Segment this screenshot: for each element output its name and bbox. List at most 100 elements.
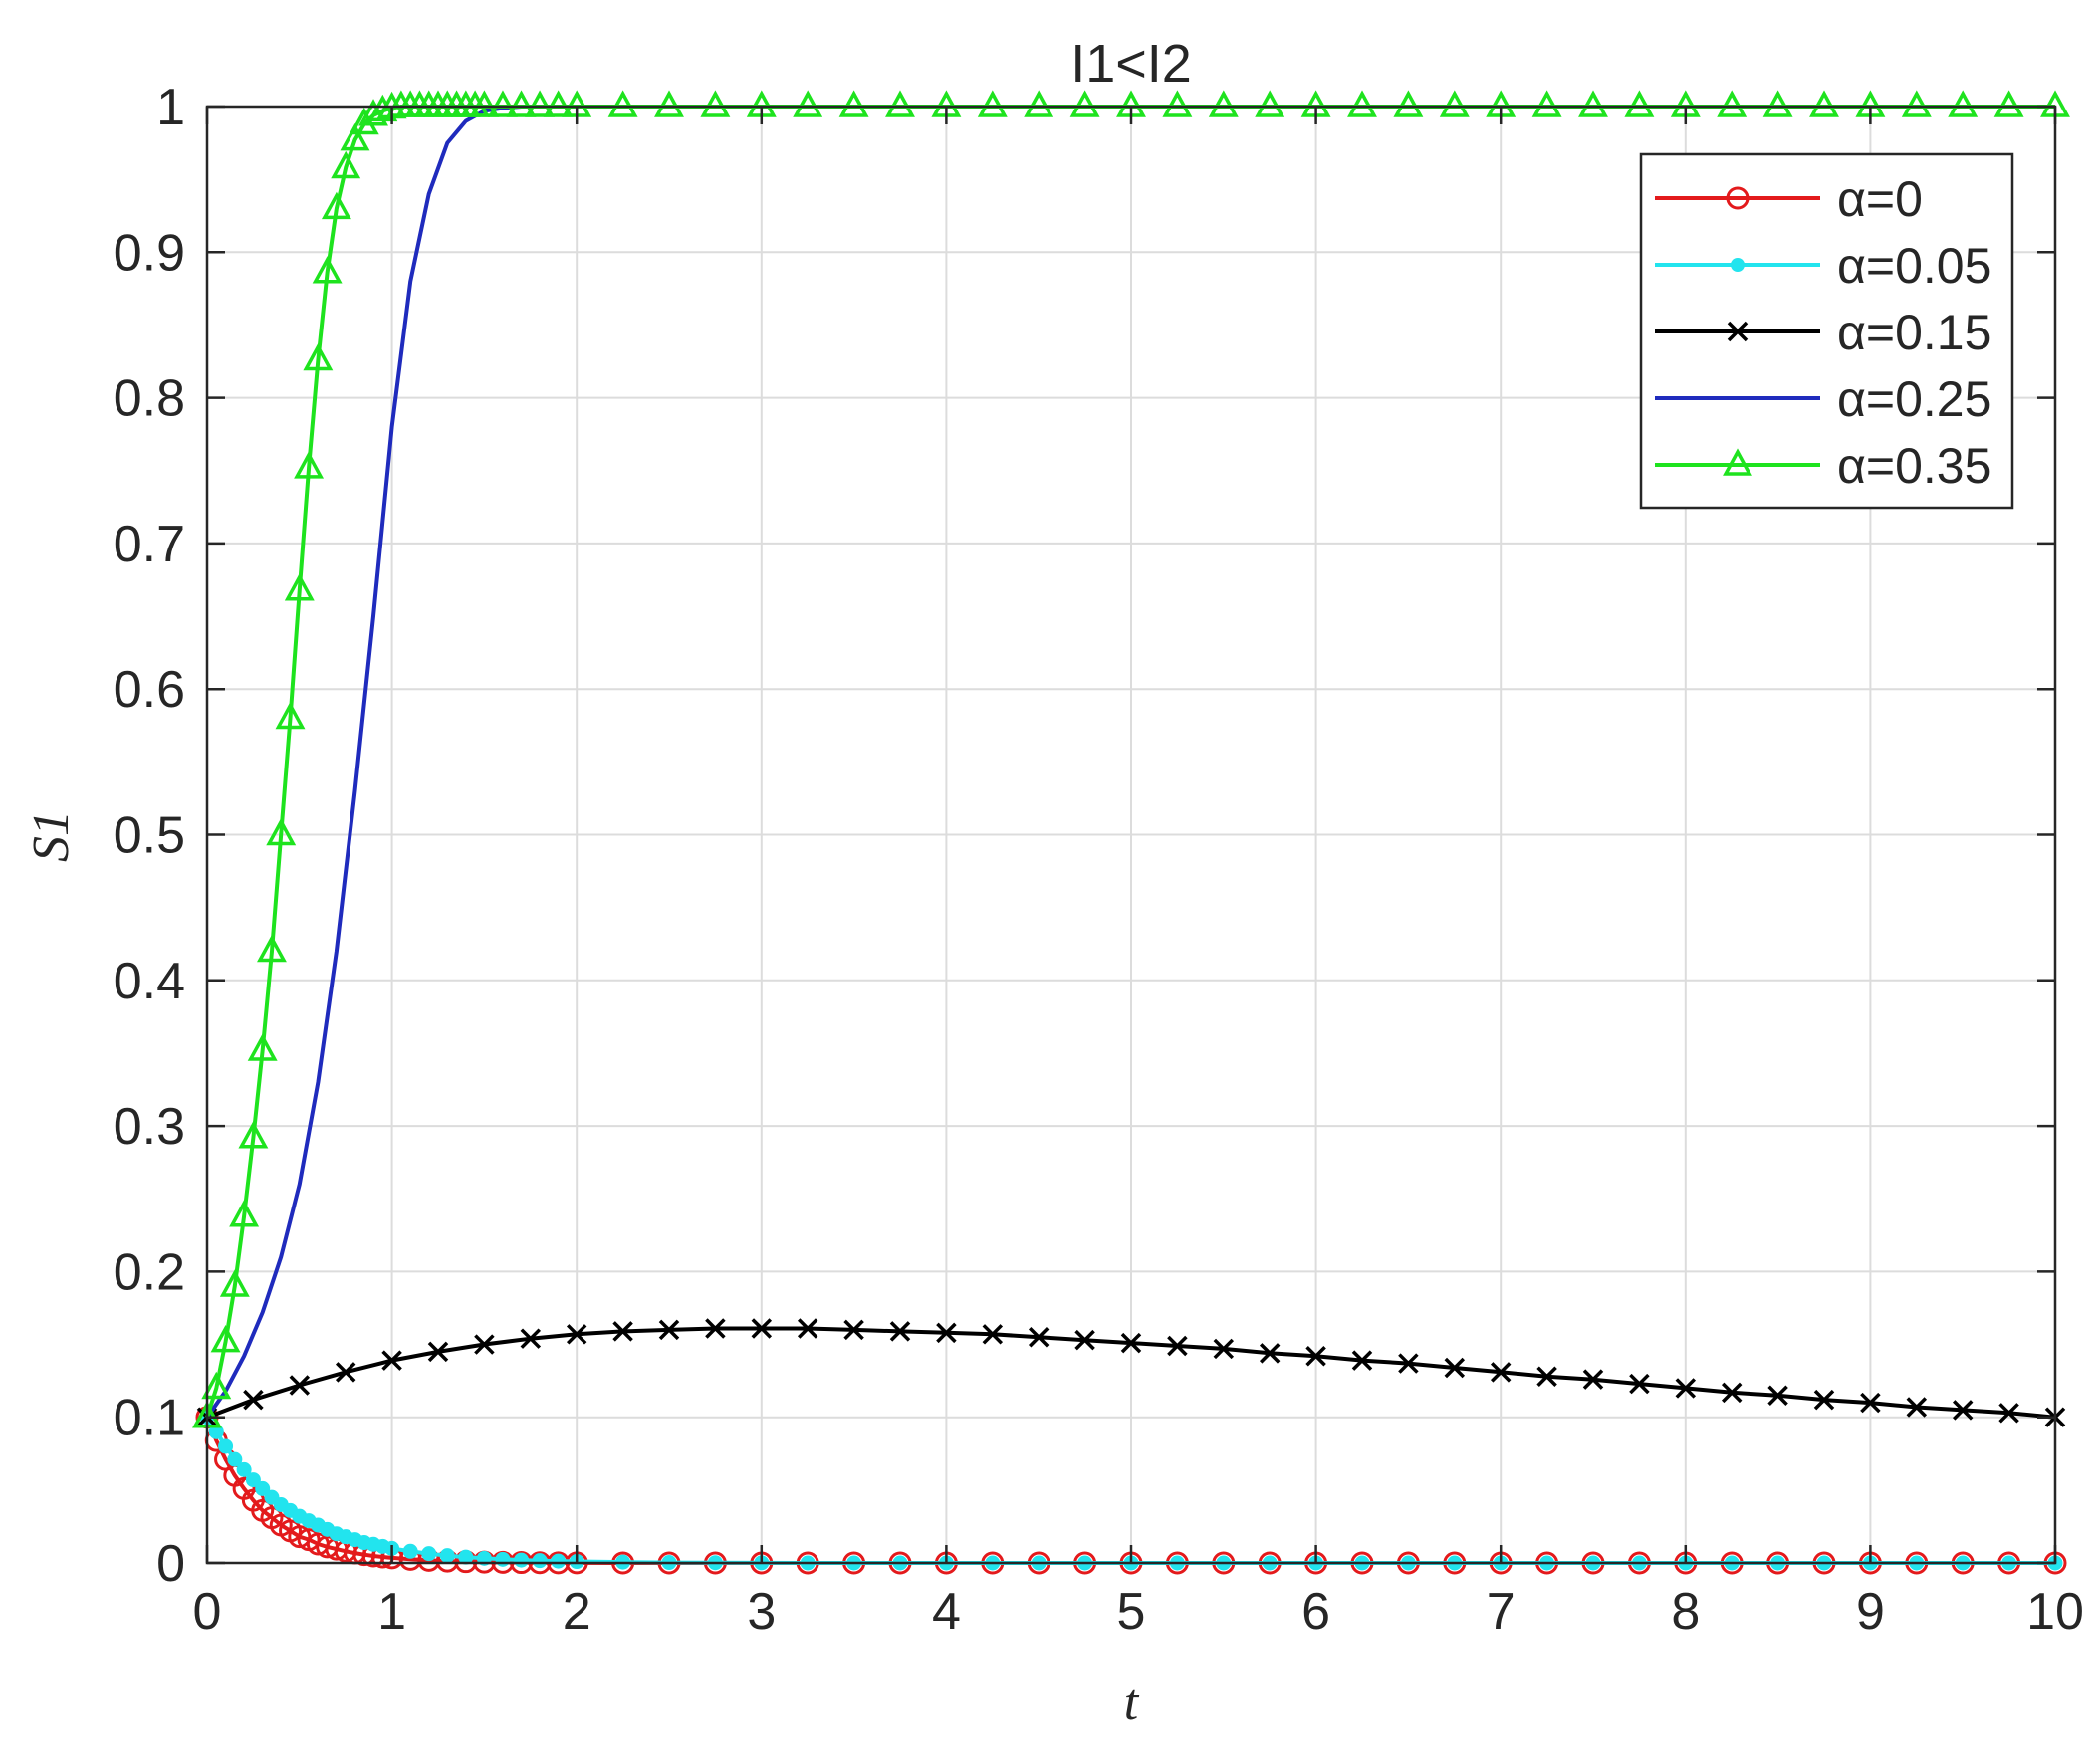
data-point — [1629, 1373, 1650, 1395]
data-point — [1351, 1350, 1373, 1371]
data-point — [514, 1552, 530, 1568]
data-point — [381, 1350, 402, 1371]
data-point — [607, 90, 638, 117]
legend-entry: α=0.35 — [1655, 438, 1991, 494]
legend-label: α=0.25 — [1837, 371, 1991, 427]
data-point — [439, 1548, 455, 1564]
data-point — [421, 1546, 437, 1562]
data-point — [1901, 90, 1932, 117]
data-point — [1578, 90, 1608, 117]
data-point — [506, 90, 537, 117]
data-point — [793, 90, 823, 117]
data-point — [201, 1371, 232, 1400]
data-point — [210, 1324, 241, 1353]
data-point — [335, 1362, 356, 1383]
data-point — [1069, 90, 1100, 117]
data-point — [331, 150, 361, 179]
x-tick-label: 8 — [1671, 1583, 1700, 1641]
data-point — [1259, 1343, 1281, 1364]
data-point — [1024, 90, 1054, 117]
legend-entry: α=0.15 — [1655, 305, 1991, 360]
data-point — [543, 90, 574, 117]
x-tick-label: 5 — [1117, 1583, 1146, 1641]
data-point — [1490, 1362, 1512, 1383]
data-point — [238, 1121, 269, 1149]
data-point — [1998, 1403, 2019, 1424]
data-point — [349, 107, 379, 135]
data-point — [843, 1319, 864, 1341]
data-point — [658, 1319, 680, 1341]
x-tick-label: 1 — [377, 1583, 406, 1641]
data-point — [700, 90, 731, 117]
data-point — [321, 191, 351, 220]
y-tick-label: 1 — [156, 79, 185, 136]
data-point — [654, 90, 684, 117]
data-point — [936, 1322, 957, 1344]
y-tick-label: 0.6 — [114, 661, 185, 719]
y-axis-label: S1 — [23, 810, 80, 862]
data-point — [566, 1324, 587, 1345]
x-tick-label: 10 — [2026, 1583, 2084, 1641]
x-tick-label: 2 — [563, 1583, 591, 1641]
y-tick-label: 0.2 — [114, 1243, 185, 1301]
data-point — [751, 1318, 773, 1339]
data-point — [889, 1321, 911, 1342]
x-axis-label: t — [1124, 1674, 1140, 1731]
y-tick-label: 0.1 — [114, 1390, 185, 1447]
legend-label: α=0.15 — [1837, 305, 1991, 360]
data-point — [1721, 1382, 1743, 1404]
data-point — [294, 451, 325, 479]
data-point — [229, 1200, 260, 1227]
data-point — [358, 99, 388, 126]
data-point — [1213, 1338, 1235, 1360]
data-point — [289, 1375, 311, 1396]
legend-entry: α=0 — [1655, 171, 1923, 227]
data-point — [1675, 1378, 1697, 1399]
data-point — [402, 1543, 418, 1559]
data-point — [1536, 1366, 1557, 1387]
data-point — [1120, 1332, 1142, 1354]
legend-entry: α=0.25 — [1655, 371, 1991, 427]
y-tick-label: 0.3 — [114, 1098, 185, 1156]
data-point — [245, 1472, 261, 1488]
x-tick-label: 9 — [1856, 1583, 1885, 1641]
legend-marker — [1723, 448, 1752, 476]
data-point — [551, 1553, 567, 1569]
data-point — [612, 1321, 633, 1342]
legend-marker — [1727, 321, 1749, 342]
x-tick-label: 3 — [747, 1583, 776, 1641]
data-point — [427, 1341, 449, 1363]
data-point — [284, 573, 315, 601]
data-point — [525, 90, 556, 117]
data-point — [1762, 90, 1793, 117]
data-point — [1074, 1329, 1095, 1351]
data-point — [1582, 1369, 1604, 1390]
data-point — [340, 122, 370, 151]
x-tick-label: 4 — [932, 1583, 961, 1641]
x-tick-label: 0 — [193, 1583, 222, 1641]
data-point — [1906, 1397, 1928, 1418]
data-point — [488, 90, 518, 117]
data-point — [1993, 90, 2024, 117]
data-point — [1948, 90, 1979, 117]
legend-marker — [1726, 186, 1750, 210]
data-point — [977, 90, 1008, 117]
data-point — [1167, 1335, 1188, 1357]
data-point — [1028, 1326, 1050, 1348]
data-point — [1393, 90, 1424, 117]
data-point — [227, 1451, 243, 1467]
data-point — [1347, 90, 1377, 117]
data-point — [469, 90, 500, 117]
data-point — [219, 1269, 250, 1297]
data-point — [797, 1318, 818, 1339]
data-point — [1162, 90, 1193, 117]
data-point — [838, 90, 869, 117]
legend-label: α=0.35 — [1837, 438, 1991, 494]
x-tick-label: 6 — [1301, 1583, 1330, 1641]
y-tick-label: 0 — [156, 1535, 185, 1593]
legend: α=0 α=0.05 α=0.15 α=0.25 α=0.35 — [1639, 152, 2014, 510]
data-point — [474, 1334, 495, 1355]
y-tick-label: 0.8 — [114, 370, 185, 428]
data-point — [257, 934, 287, 963]
